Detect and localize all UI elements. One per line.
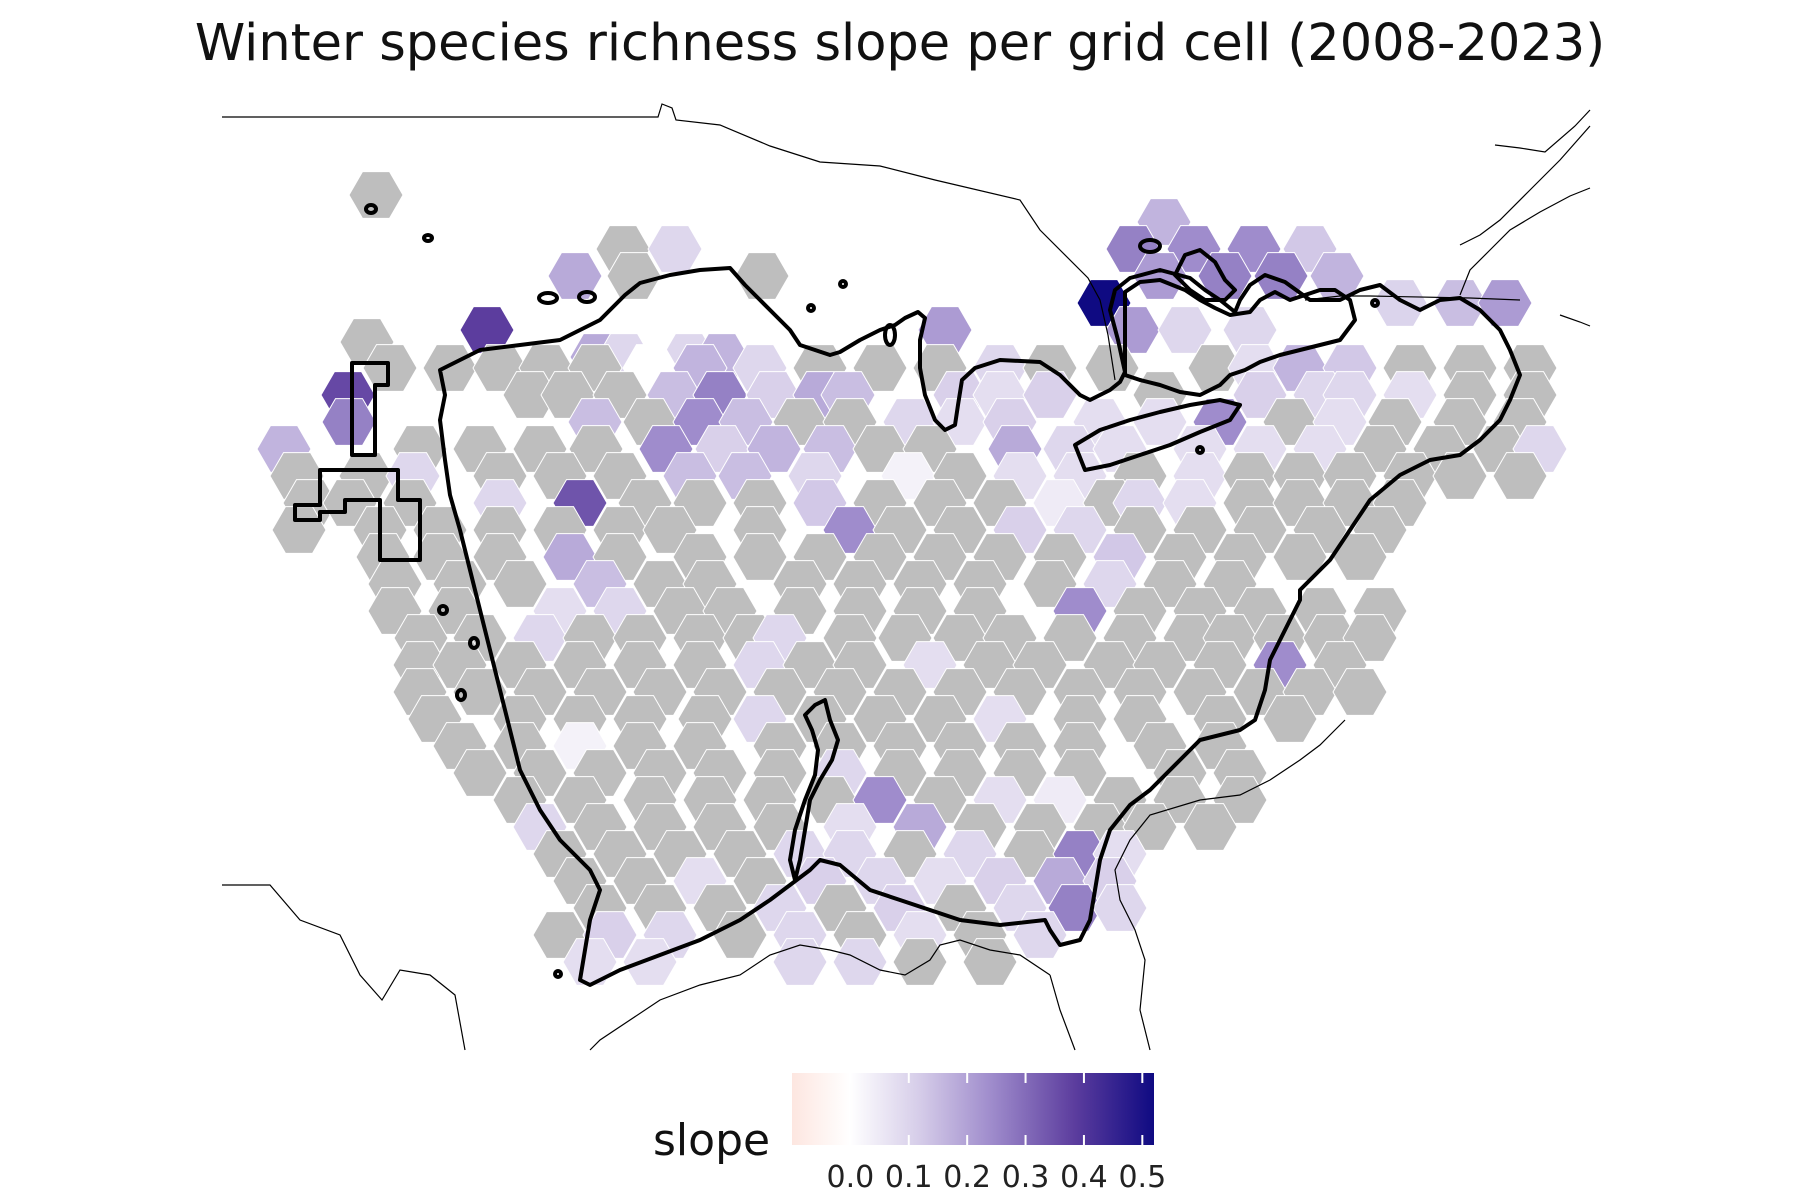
hex-cell	[1492, 452, 1548, 500]
gulf-coastline	[589, 939, 1076, 1051]
hex-cell	[772, 938, 828, 986]
legend-tick-marks	[849, 1073, 1144, 1145]
hex-cell	[1022, 371, 1078, 419]
lake-islet-2	[422, 233, 434, 243]
lake-islet-12	[468, 636, 480, 650]
lake-islet-10	[1370, 298, 1380, 308]
hex-cell	[1272, 533, 1328, 581]
western-block-outline	[293, 468, 422, 562]
legend-gradient-bar	[792, 1073, 1154, 1145]
hex-cell	[502, 371, 558, 419]
hex-cell	[622, 938, 678, 986]
legend-tick-label: 0.1	[884, 1160, 933, 1195]
lake-islet-3	[537, 291, 559, 305]
us-canada-border	[222, 103, 1116, 381]
base-map-boundaries	[222, 103, 1591, 1051]
lake-islet-13	[455, 688, 467, 702]
atlantic-coastline-south	[1114, 719, 1346, 1051]
lake-islet-4	[577, 290, 597, 304]
hex-cell	[422, 344, 478, 392]
hex-cell	[547, 252, 603, 300]
legend-tick-label: 0.4	[1060, 1160, 1108, 1195]
hex-cell	[606, 252, 662, 300]
lake-islet-7	[883, 323, 897, 347]
hex-cell	[348, 171, 404, 219]
hex-cell	[562, 938, 618, 986]
lake-islet-11	[437, 604, 449, 616]
legend-colorbar	[792, 1073, 1154, 1145]
hex-cell	[1262, 695, 1318, 743]
lake-islet-8	[1138, 238, 1162, 254]
lake-michigan-outline	[1173, 248, 1237, 302]
lake-islet-1	[364, 203, 378, 215]
hex-cell	[832, 938, 888, 986]
hex-cell	[1332, 668, 1388, 716]
lake-islet-5	[838, 279, 848, 289]
hex-cell	[734, 252, 790, 300]
northeast-border	[1304, 295, 1521, 301]
hex-cell	[1432, 452, 1488, 500]
map-title: Winter species richness slope per grid c…	[194, 14, 1606, 73]
hex-cell	[452, 749, 508, 797]
hex-cell	[492, 560, 548, 608]
hex-cell	[1477, 279, 1533, 327]
mississippi-embayment-outline	[788, 698, 840, 882]
lake-islet-6	[806, 303, 816, 313]
lake-islet-14	[553, 969, 563, 979]
legend-tick-label: 0.2	[943, 1160, 992, 1195]
legend-tick-label: 0.3	[1001, 1160, 1050, 1195]
hex-cell	[1187, 344, 1243, 392]
hex-cell-layer	[256, 171, 1568, 986]
main-region-outline	[438, 266, 1522, 987]
hex-cell	[962, 938, 1018, 986]
hex-cell	[321, 398, 377, 446]
legend-tick-label: 0.5	[1118, 1160, 1167, 1195]
hex-cell	[647, 225, 703, 273]
lake-islet-9	[1195, 445, 1205, 455]
northwest-rectangle-outline	[350, 361, 390, 457]
legend-title: slope	[653, 1115, 771, 1166]
eastern-lakes-outline	[1123, 278, 1357, 397]
legend-tick-label: 0.0	[826, 1160, 875, 1195]
hex-cell	[1182, 803, 1238, 851]
hex-cell	[732, 533, 788, 581]
mexico-border	[222, 884, 466, 1051]
lake-erie-outline	[1073, 398, 1242, 472]
study-region-outline	[293, 203, 1522, 987]
atlantic-coastline-north	[1459, 109, 1591, 327]
